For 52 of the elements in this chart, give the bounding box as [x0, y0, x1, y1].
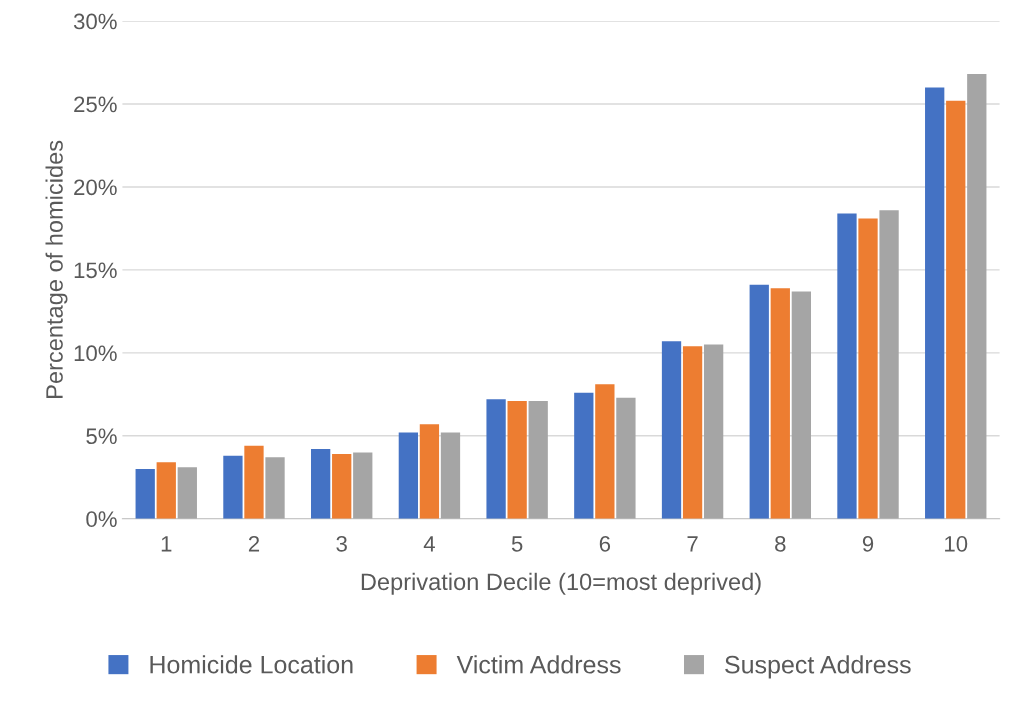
bar — [858, 218, 878, 519]
x-tick-label: 9 — [862, 535, 874, 552]
legend-label: Homicide Location — [150, 655, 353, 674]
y-tick-label: 25% — [74, 96, 117, 113]
x-tick-label: 5 — [511, 536, 523, 552]
x-tick-label: 4 — [423, 536, 435, 552]
bar — [419, 424, 440, 519]
bar — [353, 452, 373, 519]
y-tick-label: 5% — [86, 428, 117, 445]
x-tick-label: 3 — [336, 535, 347, 552]
legend-label: Victim Address — [456, 655, 621, 674]
bar — [332, 454, 352, 519]
x-tick-label: 7 — [687, 536, 698, 552]
bar — [440, 432, 461, 519]
bar — [770, 288, 790, 519]
bar — [507, 400, 527, 519]
bar — [156, 462, 176, 519]
bar — [925, 87, 945, 519]
bar — [879, 210, 899, 519]
y-axis-title: Percentage of homicides — [45, 140, 68, 398]
x-tick-label: 8 — [775, 535, 786, 552]
y-tick-label: 20% — [74, 179, 117, 196]
bar — [177, 467, 197, 519]
bar — [682, 346, 703, 519]
bar — [486, 399, 506, 519]
bar — [791, 291, 811, 519]
x-axis-title: Deprivation Decile (10=most deprived) — [361, 572, 761, 595]
y-tick-label: 15% — [74, 262, 117, 279]
bar — [749, 284, 769, 519]
bar — [661, 341, 682, 519]
bar — [967, 74, 987, 519]
x-tick-label: 10 — [945, 535, 968, 552]
bar — [223, 455, 243, 519]
y-tick-label: 0% — [86, 511, 117, 528]
bar — [265, 457, 285, 519]
bar — [946, 100, 966, 519]
legend-label: Suspect Address — [725, 655, 911, 679]
bar — [616, 397, 636, 519]
x-tick-label: 2 — [248, 535, 260, 552]
x-tick-label: 1 — [161, 536, 172, 552]
x-tick-label: 6 — [599, 535, 611, 552]
bar — [244, 445, 264, 519]
bar — [703, 344, 724, 519]
bar — [595, 384, 615, 519]
bar — [311, 449, 331, 519]
y-tick-label: 30% — [73, 13, 117, 30]
bar — [574, 392, 594, 519]
bar — [528, 400, 548, 519]
y-tick-label: 10% — [74, 345, 117, 362]
bar — [135, 468, 155, 519]
bar — [837, 213, 857, 519]
bar — [398, 432, 419, 519]
